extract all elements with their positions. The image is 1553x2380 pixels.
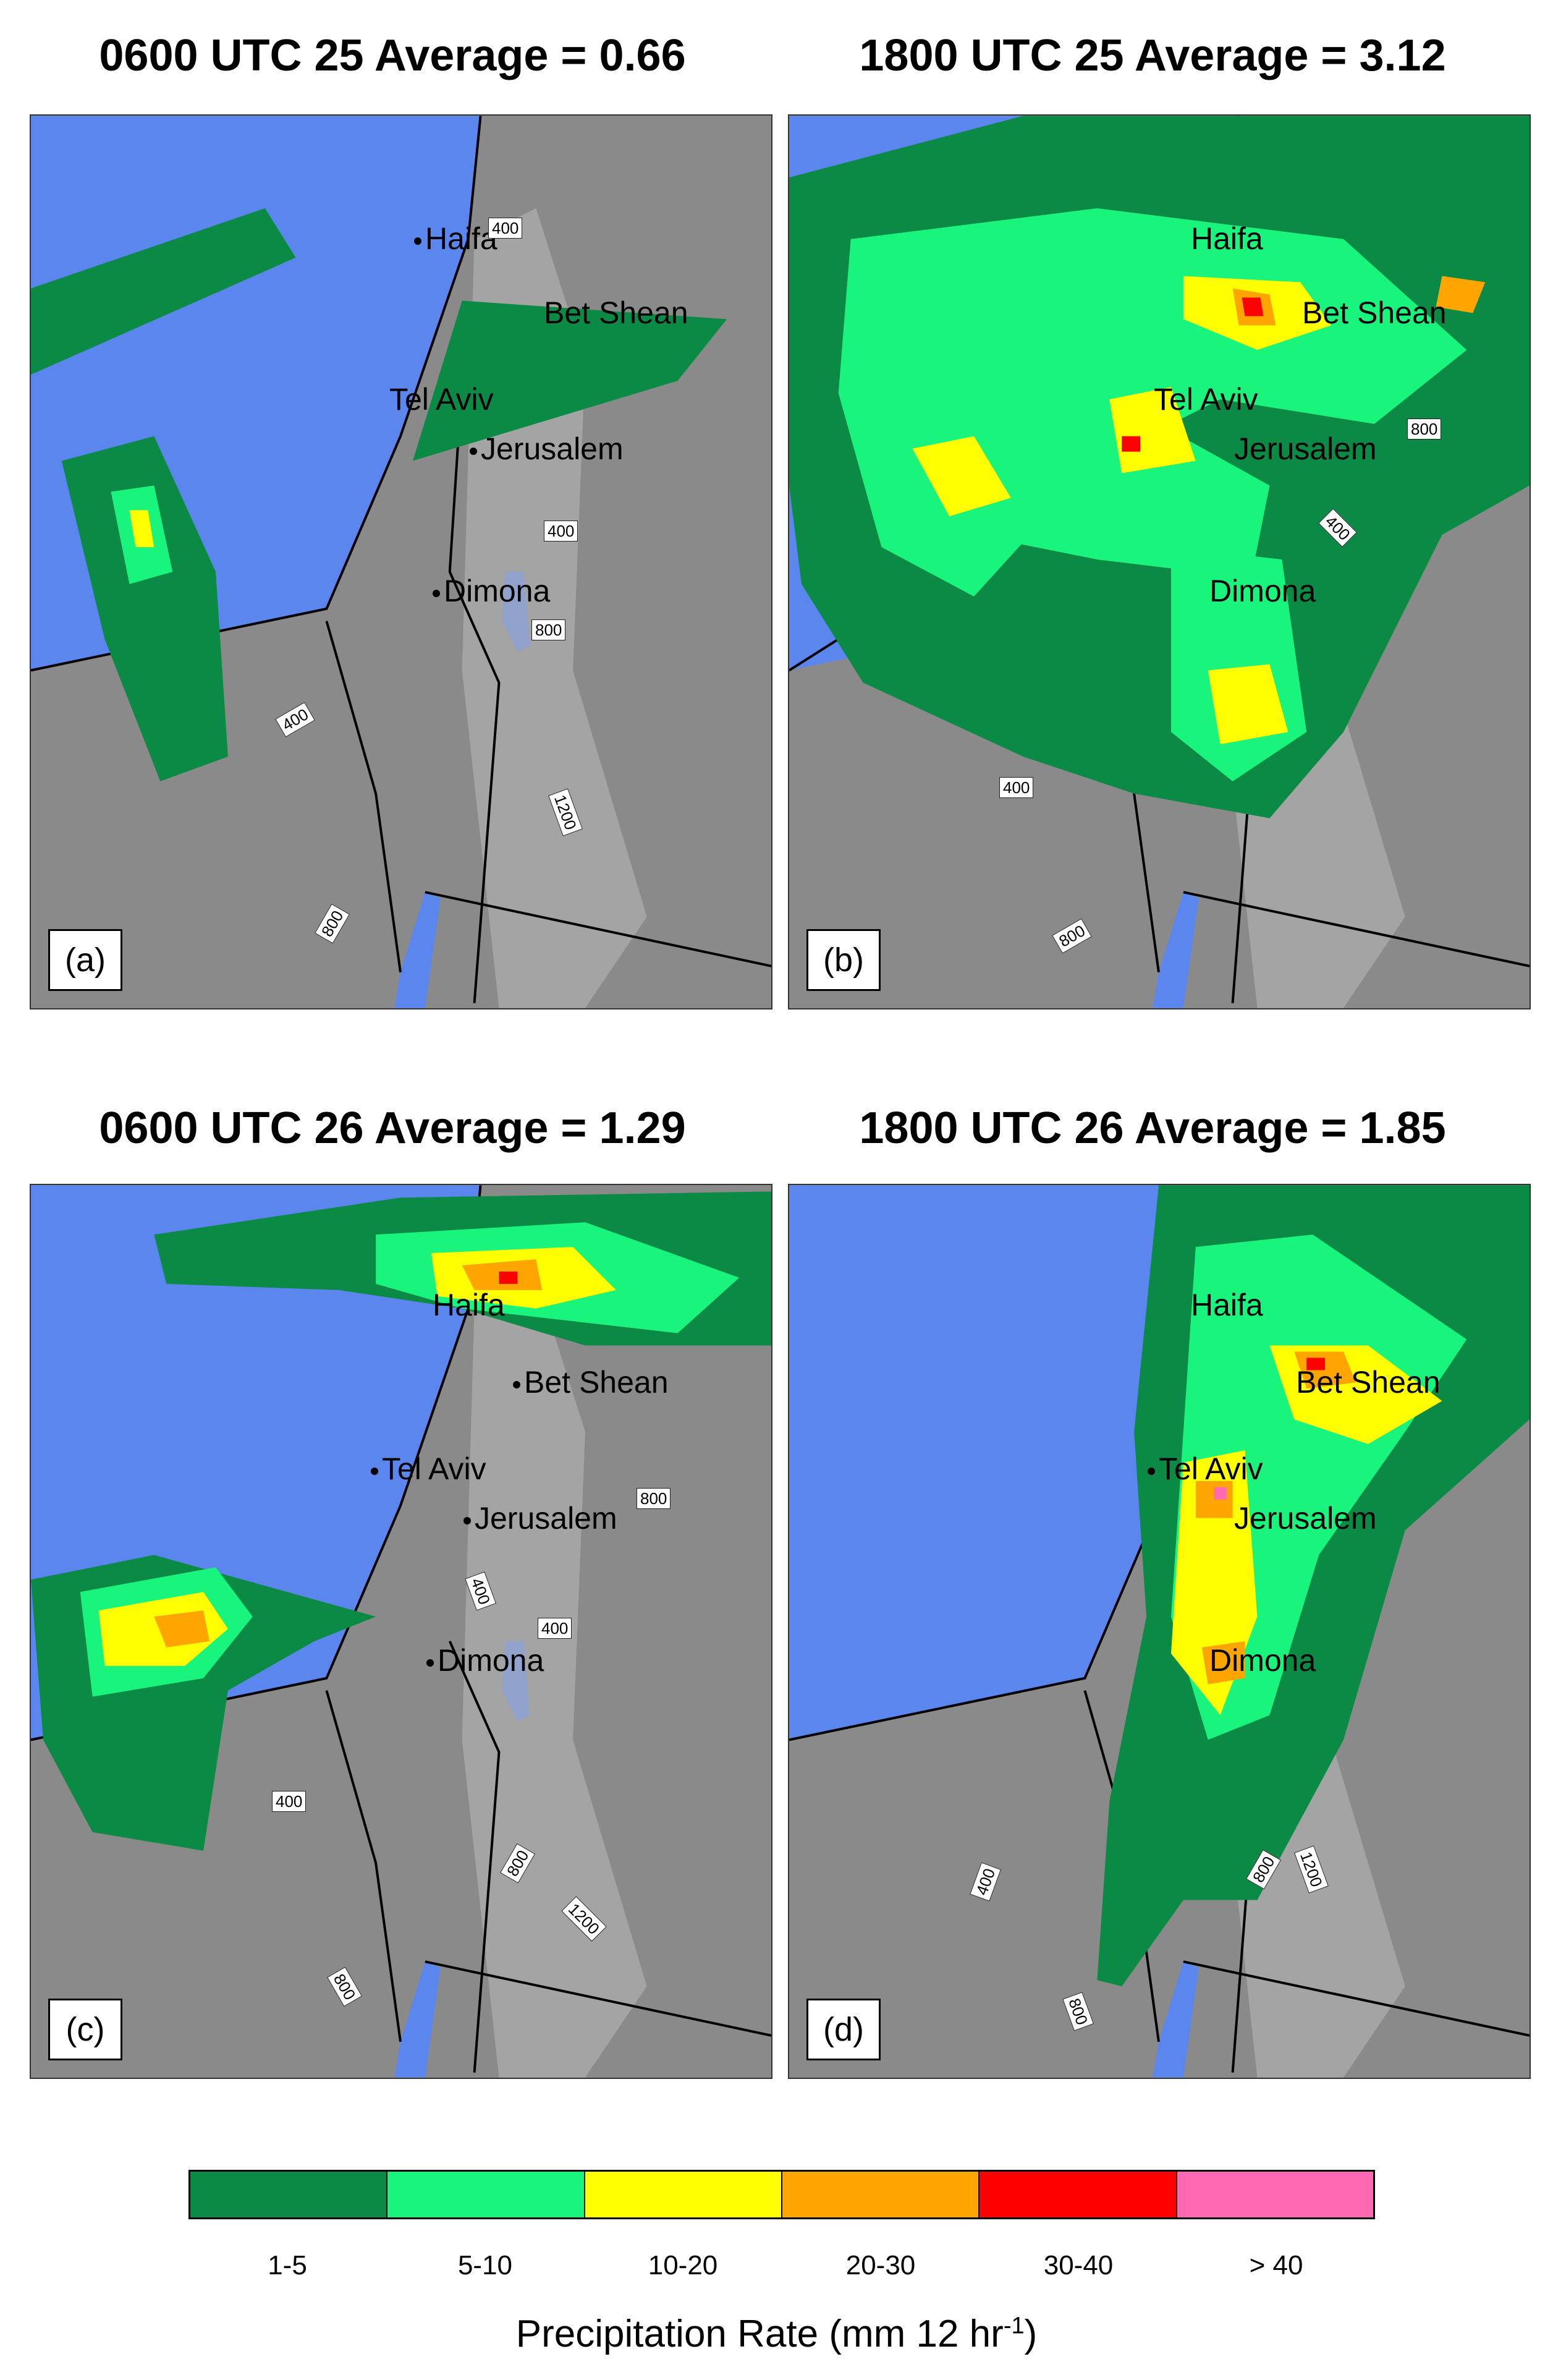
panel-a-map-canvas [31, 116, 771, 1008]
city-jerusalem: Jerusalem [1234, 431, 1377, 466]
city-haifa: Haifa [1191, 1288, 1263, 1322]
city-tel-aviv: Tel Aviv [1148, 1451, 1263, 1487]
contour-label-800: 800 [1407, 419, 1442, 440]
panel-d-title: 1800 UTC 26 Average = 1.85 [859, 1103, 1446, 1153]
legend-title: Precipitation Rate (mm 12 hr-1) [515, 2313, 1038, 2355]
legend-colorbar [188, 2170, 1375, 2219]
panel-d-map-canvas [789, 1185, 1530, 2078]
city-jerusalem: Jerusalem [470, 431, 624, 467]
legend-label: 30-40 [1043, 2250, 1114, 2280]
legend-label: 1-5 [268, 2250, 307, 2280]
contour-label-400: 400 [538, 1618, 572, 1639]
legend-swatch-over-40 [1177, 2172, 1373, 2217]
city-tel-aviv: Tel Aviv [371, 1451, 486, 1487]
city-bet-shean: Bet Shean [1296, 1365, 1441, 1400]
contour-label-800: 800 [531, 619, 566, 640]
legend-swatch-20-30 [782, 2172, 980, 2217]
precip-band [1214, 1487, 1227, 1500]
legend-label: > 40 [1249, 2250, 1303, 2280]
precip-band [1201, 1641, 1245, 1685]
panel-d-letter: (d) [806, 1999, 881, 2060]
panel-c-map-canvas [31, 1185, 771, 2078]
border-line [325, 1641, 771, 2073]
city-bet-shean: Bet Shean [1302, 295, 1447, 330]
red-sea [394, 892, 441, 1008]
city-dimona: Dimona [433, 573, 550, 609]
legend-label: 20-30 [845, 2250, 916, 2280]
contour-label-400: 400 [488, 218, 523, 239]
panel-b-letter: (b) [806, 929, 881, 991]
city-dimona: Dimona [426, 1643, 544, 1678]
precip-band [912, 436, 1011, 517]
red-sea [1153, 892, 1199, 1008]
city-haifa: Haifa [414, 221, 497, 257]
panel-d-map: Haifa Bet Shean Tel Aviv Jerusalem Dimon… [788, 1184, 1531, 2079]
precip-band [1122, 436, 1141, 452]
city-dimona: Dimona [1209, 1643, 1316, 1678]
panel-b-map: Haifa Bet Shean Tel Aviv Jerusalem Dimon… [788, 114, 1531, 1009]
city-tel-aviv: Tel Aviv [1154, 382, 1258, 417]
legend-swatch-30-40 [980, 2172, 1177, 2217]
precip-band [900, 375, 1270, 578]
sea [789, 1185, 1239, 1740]
legend-swatch-10-20 [585, 2172, 782, 2217]
coastline [31, 116, 482, 672]
panel-b-title: 1800 UTC 25 Average = 3.12 [859, 31, 1446, 80]
precip-band [61, 436, 228, 781]
contour-label-400: 400 [272, 1791, 307, 1812]
city-haifa: Haifa [1191, 221, 1263, 256]
panel-a-letter: (a) [48, 929, 122, 991]
city-bet-shean: Bet Shean [544, 295, 688, 330]
panel-c-title: 0600 UTC 26 Average = 1.29 [99, 1103, 686, 1153]
panel-c-map: Haifa Bet Shean Tel Aviv Jerusalem Dimon… [30, 1184, 772, 2079]
red-sea [1153, 1961, 1199, 2078]
city-dimona: Dimona [1209, 574, 1316, 608]
contour-label-400: 400 [544, 521, 578, 542]
legend-labels: 1-5 5-10 10-20 20-30 30-40 > 40 [188, 2250, 1375, 2281]
city-bet-shean: Bet Shean [513, 1364, 669, 1400]
precip-band [1306, 1358, 1326, 1371]
city-jerusalem: Jerusalem [463, 1500, 617, 1536]
border-line [325, 380, 771, 1003]
city-jerusalem: Jerusalem [1234, 1501, 1377, 1536]
contour-label-800: 800 [637, 1488, 671, 1509]
city-haifa: Haifa [433, 1288, 505, 1322]
precip-band [499, 1271, 518, 1284]
precip-band [154, 1610, 210, 1647]
legend-label: 10-20 [648, 2250, 718, 2280]
contour-label-400: 400 [999, 777, 1034, 798]
legend-label: 5-10 [457, 2250, 513, 2280]
legend-swatch-5-10 [387, 2172, 585, 2217]
red-sea [394, 1961, 441, 2078]
panel-b-map-canvas [789, 116, 1530, 1008]
precip-band [31, 208, 296, 375]
panel-a-title: 0600 UTC 25 Average = 0.66 [99, 31, 686, 80]
panel-a-map: Haifa Bet Shean Tel Aviv Jerusalem Dimon… [30, 114, 772, 1009]
city-tel-aviv: Tel Aviv [389, 382, 494, 417]
precip-band [1436, 276, 1486, 313]
precip-band [1208, 664, 1289, 745]
panel-c-letter: (c) [48, 1999, 122, 2060]
legend-swatch-1-5 [190, 2172, 388, 2217]
precip-band [412, 300, 727, 461]
precip-band [129, 510, 154, 548]
precip-band [1242, 297, 1264, 317]
